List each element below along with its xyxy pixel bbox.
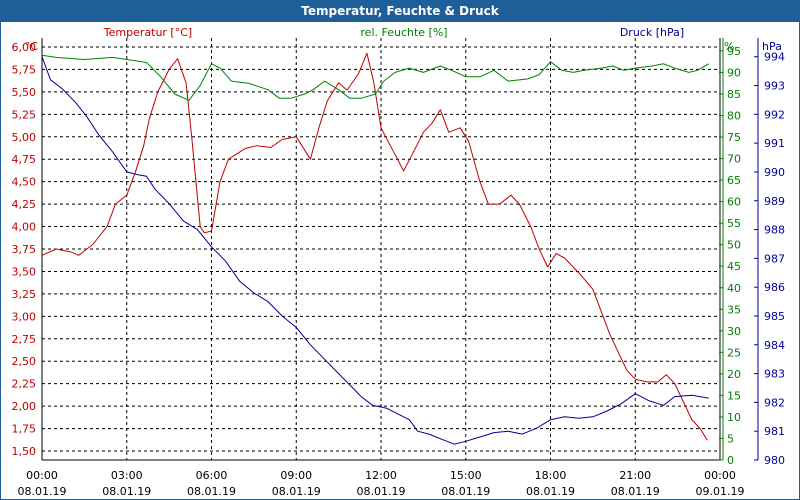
x-tick-time: 21:00 [619, 469, 651, 482]
grid [41, 38, 721, 461]
x-tick-date: 09.01.19 [696, 485, 745, 498]
x-tick-time: 00:00 [704, 469, 736, 482]
temperature-tick-label: 3,50 [12, 265, 37, 278]
humidity-tick-label: 30 [727, 325, 741, 338]
temperature-tick-label: 1,75 [12, 423, 37, 436]
temperature-tick-label: 2,00 [12, 400, 37, 413]
humidity-tick-label: 85 [727, 88, 741, 101]
pressure-tick-label: 981 [764, 425, 785, 438]
pressure-tick-label: 982 [764, 396, 785, 409]
pressure-tick-label: 986 [764, 281, 785, 294]
humidity-unit: % [724, 40, 734, 53]
pressure-tick-label: 988 [764, 224, 785, 237]
series-pressure [41, 56, 709, 445]
temperature-tick-label: 5,00 [12, 131, 37, 144]
temperature-tick-label: 6,00 [12, 41, 37, 54]
pressure-tick-label: 980 [764, 454, 785, 467]
temperature-tick-label: 5,25 [12, 108, 37, 121]
series-temperature [41, 52, 708, 441]
x-ticks: 00:00 08.01.19 03:00 08.01.19 06:00 08.01.19 0… [18, 469, 745, 498]
pressure-ticks: 980 981 982 983 984 985 986 987 988 989 990 991 992 9… [754, 38, 785, 467]
x-tick-time: 12:00 [365, 469, 397, 482]
pressure-tick-label: 994 [764, 51, 785, 64]
chart-title: Temperatur, Feuchte & Druck [1, 1, 799, 22]
temperature-tick-label: 5,50 [12, 86, 37, 99]
temperature-tick-label: 5,75 [12, 63, 37, 76]
temperature-tick-label: 4,75 [12, 153, 37, 166]
x-tick-time: 15:00 [450, 469, 482, 482]
pressure-tick-label: 987 [764, 252, 785, 265]
pressure-tick-label: 993 [764, 80, 785, 93]
x-tick-time: 09:00 [280, 469, 312, 482]
humidity-tick-label: 0 [727, 454, 734, 467]
temperature-ticks: 1,50 1,75 2,00 2,25 2,50 2,75 3,00 3,25 3,50 3,75… [12, 41, 37, 458]
x-tick-date: 08.01.19 [18, 485, 67, 498]
pressure-tick-label: 985 [764, 310, 785, 323]
pressure-tick-label: 992 [764, 108, 785, 121]
temperature-unit: °C [25, 40, 39, 53]
pressure-axis-label: Druck [hPa] [620, 26, 684, 39]
humidity-tick-label: 60 [727, 196, 741, 209]
humidity-tick-label: 50 [727, 239, 741, 252]
humidity-ticks: 0 5 10 15 20 25 30 35 40 45 50 55 60 65 70 75 80 85 90 95 [719, 38, 741, 467]
x-tick-date: 08.01.19 [611, 485, 660, 498]
pressure-tick-label: 991 [764, 137, 785, 150]
humidity-tick-label: 55 [727, 217, 741, 230]
temperature-tick-label: 2,75 [12, 333, 37, 346]
humidity-tick-label: 80 [727, 110, 741, 123]
humidity-tick-label: 45 [727, 260, 741, 273]
x-tick-date: 08.01.19 [441, 485, 490, 498]
x-tick-date: 08.01.19 [526, 485, 575, 498]
x-tick-date: 08.01.19 [102, 485, 151, 498]
humidity-tick-label: 5 [727, 432, 734, 445]
temperature-tick-label: 4,00 [12, 221, 37, 234]
temperature-axis-label: Temperatur [°C] [103, 26, 192, 39]
humidity-tick-label: 10 [727, 411, 741, 424]
x-tick-time: 06:00 [196, 469, 228, 482]
temperature-tick-label: 2,50 [12, 355, 37, 368]
temperature-tick-label: 4,50 [12, 176, 37, 189]
temperature-tick-label: 3,25 [12, 288, 37, 301]
humidity-tick-label: 75 [727, 131, 741, 144]
humidity-tick-label: 65 [727, 174, 741, 187]
x-tick-date: 08.01.19 [272, 485, 321, 498]
humidity-tick-label: 40 [727, 282, 741, 295]
x-tick-time: 18:00 [535, 469, 567, 482]
humidity-tick-label: 90 [727, 66, 741, 79]
humidity-axis-label: rel. Feuchte [%] [360, 26, 447, 39]
series-humidity [41, 54, 709, 101]
humidity-tick-label: 25 [727, 346, 741, 359]
humidity-tick-label: 35 [727, 303, 741, 316]
humidity-tick-label: 15 [727, 389, 741, 402]
temperature-tick-label: 3,00 [12, 310, 37, 323]
pressure-tick-label: 990 [764, 166, 785, 179]
pressure-tick-label: 983 [764, 368, 785, 381]
x-tick-date: 08.01.19 [357, 485, 406, 498]
temperature-tick-label: 2,25 [12, 378, 37, 391]
pressure-unit: hPa [762, 40, 782, 53]
x-tick-date: 08.01.19 [187, 485, 236, 498]
temperature-tick-label: 1,50 [12, 445, 37, 458]
humidity-tick-label: 70 [727, 153, 741, 166]
pressure-tick-label: 989 [764, 195, 785, 208]
x-tick-time: 03:00 [111, 469, 143, 482]
temperature-tick-label: 4,25 [12, 198, 37, 211]
pressure-tick-label: 984 [764, 339, 785, 352]
humidity-tick-label: 95 [727, 45, 741, 58]
temperature-tick-label: 3,75 [12, 243, 37, 256]
series-group [41, 52, 709, 445]
x-tick-time: 00:00 [26, 469, 58, 482]
humidity-tick-label: 20 [727, 368, 741, 381]
